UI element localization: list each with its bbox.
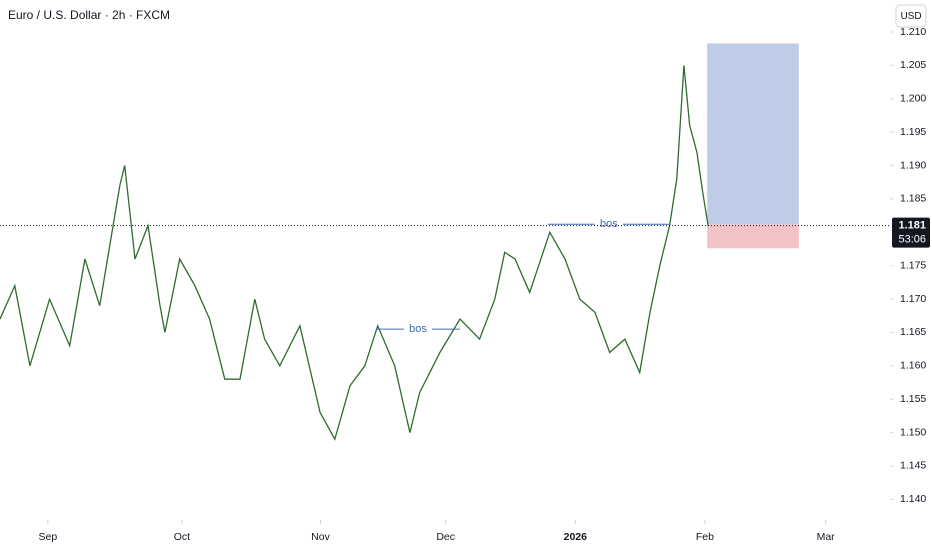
price-line [0,65,709,441]
y-tick-label: 1.185 [900,193,926,205]
y-tick-label: 1.155 [900,393,926,405]
chart-title: Euro / U.S. Dollar · 2h · FXCM [8,8,170,22]
x-tick-label: Feb [696,531,714,543]
last-price-label: 1.181 [898,220,926,232]
bos-label: bos [600,218,618,230]
currency-button[interactable] [895,4,927,28]
y-tick-label: 1.160 [900,360,926,372]
last-price-badge [892,217,930,248]
y-tick-label: 1.140 [900,493,926,505]
x-tick-label: 2026 [564,531,588,543]
currency-label[interactable]: USD [900,11,921,22]
y-tick-label: 1.175 [900,259,926,271]
y-tick-label: 1.190 [900,159,926,171]
y-tick-label: 1.145 [900,460,926,472]
y-tick-label: 1.170 [900,293,926,305]
x-tick-label: Dec [436,531,455,543]
y-tick-label: 1.205 [900,59,926,71]
y-tick-label: 1.195 [900,126,926,138]
x-tick-label: Oct [174,531,190,543]
y-tick-label: 1.150 [900,426,926,438]
target-zone [707,43,799,225]
y-tick-label: 1.210 [900,26,926,38]
stop-zone [707,224,799,249]
x-tick-label: Nov [311,531,330,543]
x-tick-label: Sep [38,531,57,543]
y-tick-label: 1.200 [900,93,926,105]
y-tick-label: 1.165 [900,326,926,338]
countdown: 53:06 [898,234,926,246]
x-tick-label: Mar [817,531,836,543]
bos-label: bos [409,323,427,335]
overlay: bos bos 1.181 53:06 1.210 1.205 1.200 1.195 1.19… [0,26,930,543]
